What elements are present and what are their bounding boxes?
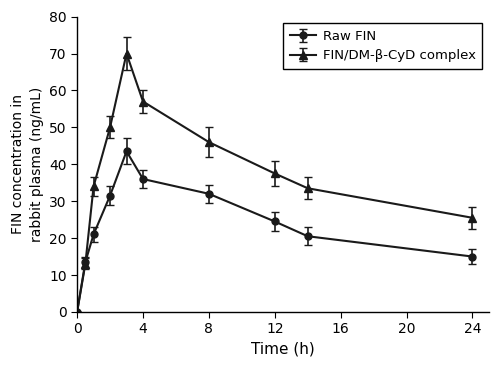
X-axis label: Time (h): Time (h) bbox=[251, 342, 315, 357]
Legend: Raw FIN, FIN/DM-β-CyD complex: Raw FIN, FIN/DM-β-CyD complex bbox=[283, 23, 482, 69]
Y-axis label: FIN concentration in
rabbit plasma (ng/mL): FIN concentration in rabbit plasma (ng/m… bbox=[11, 86, 44, 242]
